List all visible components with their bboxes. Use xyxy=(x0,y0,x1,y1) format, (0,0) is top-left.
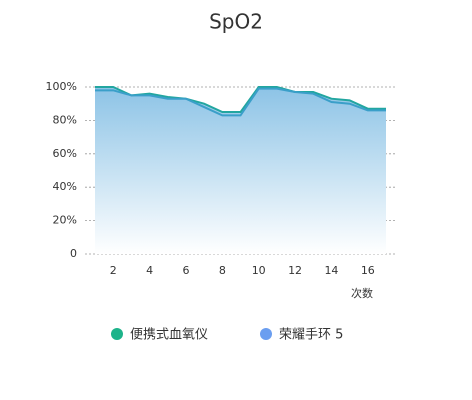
chart-title: SpO2 xyxy=(209,10,263,34)
y-tick-label: 60% xyxy=(53,147,77,160)
legend-label: 荣耀手环 5 xyxy=(279,328,343,343)
x-tick-label: 16 xyxy=(361,264,375,277)
x-tick-label: 10 xyxy=(252,264,266,277)
x-tick-label: 14 xyxy=(324,264,338,277)
y-tick-label: 20% xyxy=(53,214,77,227)
legend-label: 便携式血氧仪 xyxy=(130,327,208,343)
series-line xyxy=(95,86,386,114)
y-tick-label: 80% xyxy=(53,113,77,126)
x-tick-label: 2 xyxy=(110,264,117,277)
area xyxy=(95,87,386,254)
y-tick-label: 40% xyxy=(53,180,77,193)
x-tick-label: 6 xyxy=(182,264,189,277)
series-line xyxy=(95,87,386,117)
y-tick-label: 0 xyxy=(70,247,77,260)
x-tick-label: 4 xyxy=(146,264,153,277)
x-tick-label: 12 xyxy=(288,264,302,277)
x-tick-label: 8 xyxy=(219,264,226,277)
x-axis-label: 次数 xyxy=(351,286,373,300)
y-tick-label: 100% xyxy=(46,80,77,93)
legend-swatch xyxy=(260,328,272,340)
legend-swatch xyxy=(111,328,123,340)
